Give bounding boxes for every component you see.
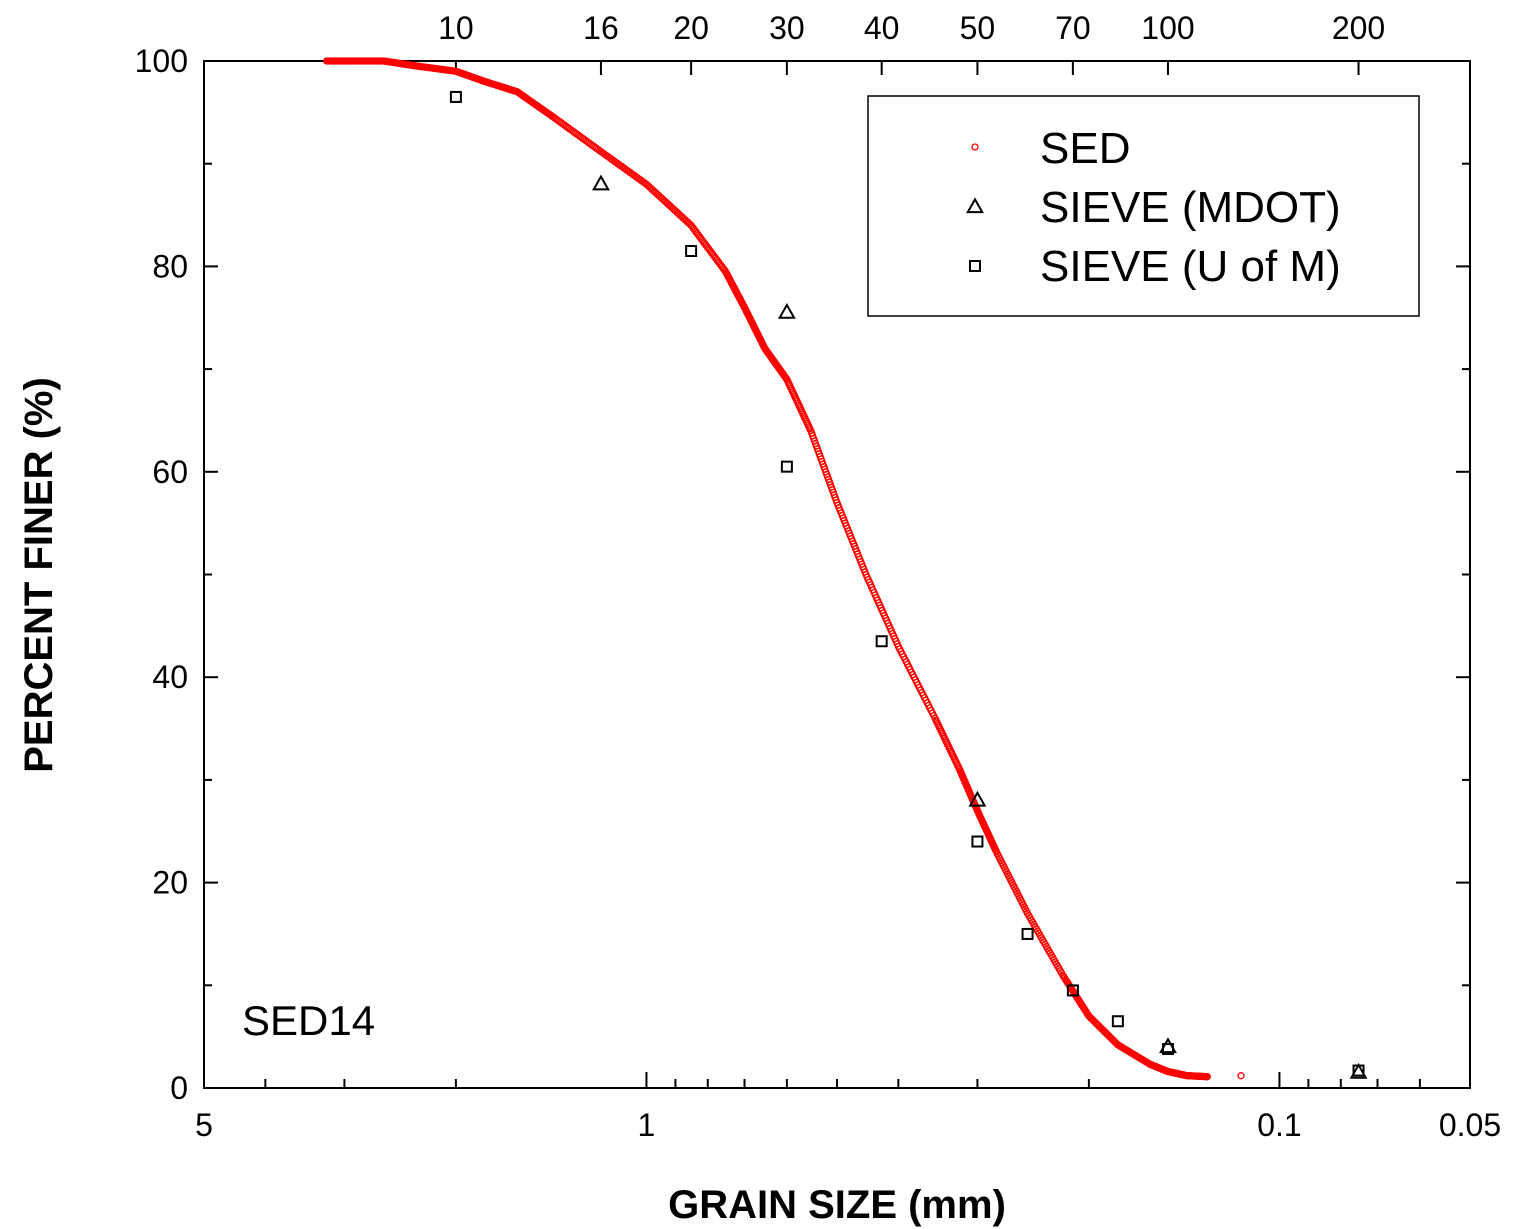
legend-mdot-marker <box>966 197 984 214</box>
y-tick-label: 40 <box>152 659 188 695</box>
top-sieve-label: 100 <box>1141 10 1194 46</box>
legend: SED SIEVE (MDOT) SIEVE (U of M) <box>867 95 1420 317</box>
top-sieve-label: 20 <box>673 10 709 46</box>
sieve-mdot-point <box>592 174 610 191</box>
sieve-uofm-point <box>1111 1015 1124 1028</box>
sample-annotation: SED14 <box>242 997 375 1044</box>
x-tick-label: 5 <box>195 1107 213 1143</box>
y-tick-label: 60 <box>152 454 188 490</box>
series-sieve-mdot <box>592 174 1368 1079</box>
sieve-uofm-point <box>449 90 462 103</box>
sed-point <box>1203 1073 1211 1081</box>
sieve-uofm-point <box>1161 1042 1174 1055</box>
sieve-mdot-point <box>777 302 796 319</box>
sed-point <box>1237 1072 1245 1080</box>
x-tick-label: 1 <box>638 1107 656 1143</box>
sieve-mdot-point <box>968 790 987 807</box>
sieve-uofm-point <box>1352 1064 1365 1077</box>
x-axis: 5 1 0.1 0.05 <box>195 1072 1501 1143</box>
top-sieve-label: 40 <box>864 10 900 46</box>
legend-sed-marker <box>971 143 979 151</box>
y-tick-label: 20 <box>152 865 188 901</box>
top-sieve-label: 200 <box>1332 10 1385 46</box>
sieve-mdot-point <box>1159 1037 1177 1054</box>
top-sieve-label: 16 <box>583 10 619 46</box>
top-sieve-label: 70 <box>1055 10 1091 46</box>
top-sieve-label: 30 <box>769 10 805 46</box>
legend-label: SIEVE (MDOT) <box>1040 183 1341 232</box>
series-layer <box>323 57 1368 1081</box>
x-tick-label: 0.05 <box>1439 1107 1501 1143</box>
series-sieve-uofm <box>449 90 1365 1077</box>
sieve-uofm-point <box>971 835 984 848</box>
x-axis-title: GRAIN SIZE (mm) <box>668 1183 1006 1227</box>
sieve-uofm-point <box>1066 984 1079 997</box>
sieve-uofm-point <box>875 635 888 648</box>
sieve-uofm-point <box>1021 927 1034 940</box>
y-axis-title: PERCENT FINER (%) <box>17 377 61 773</box>
y-tick-label: 80 <box>152 248 188 284</box>
y-tick-label: 100 <box>135 43 188 79</box>
top-sieve-label: 50 <box>960 10 996 46</box>
sieve-uofm-point <box>685 244 698 257</box>
top-sieve-axis: 10 16 20 30 40 50 70 100 200 <box>438 10 1385 75</box>
legend-uofm-marker <box>969 260 981 272</box>
legend-label: SED <box>1040 124 1130 173</box>
legend-label: SIEVE (U of M) <box>1040 242 1341 291</box>
x-tick-label: 0.1 <box>1257 1107 1301 1143</box>
legend-box <box>867 95 1420 317</box>
series-sed <box>323 57 1245 1081</box>
sieve-mdot-point <box>1349 1062 1368 1079</box>
y-tick-label: 0 <box>170 1070 188 1106</box>
y-axis: 0 20 40 60 80 100 <box>135 43 1470 1106</box>
sieve-uofm-point <box>780 460 793 473</box>
top-sieve-label: 10 <box>438 10 474 46</box>
